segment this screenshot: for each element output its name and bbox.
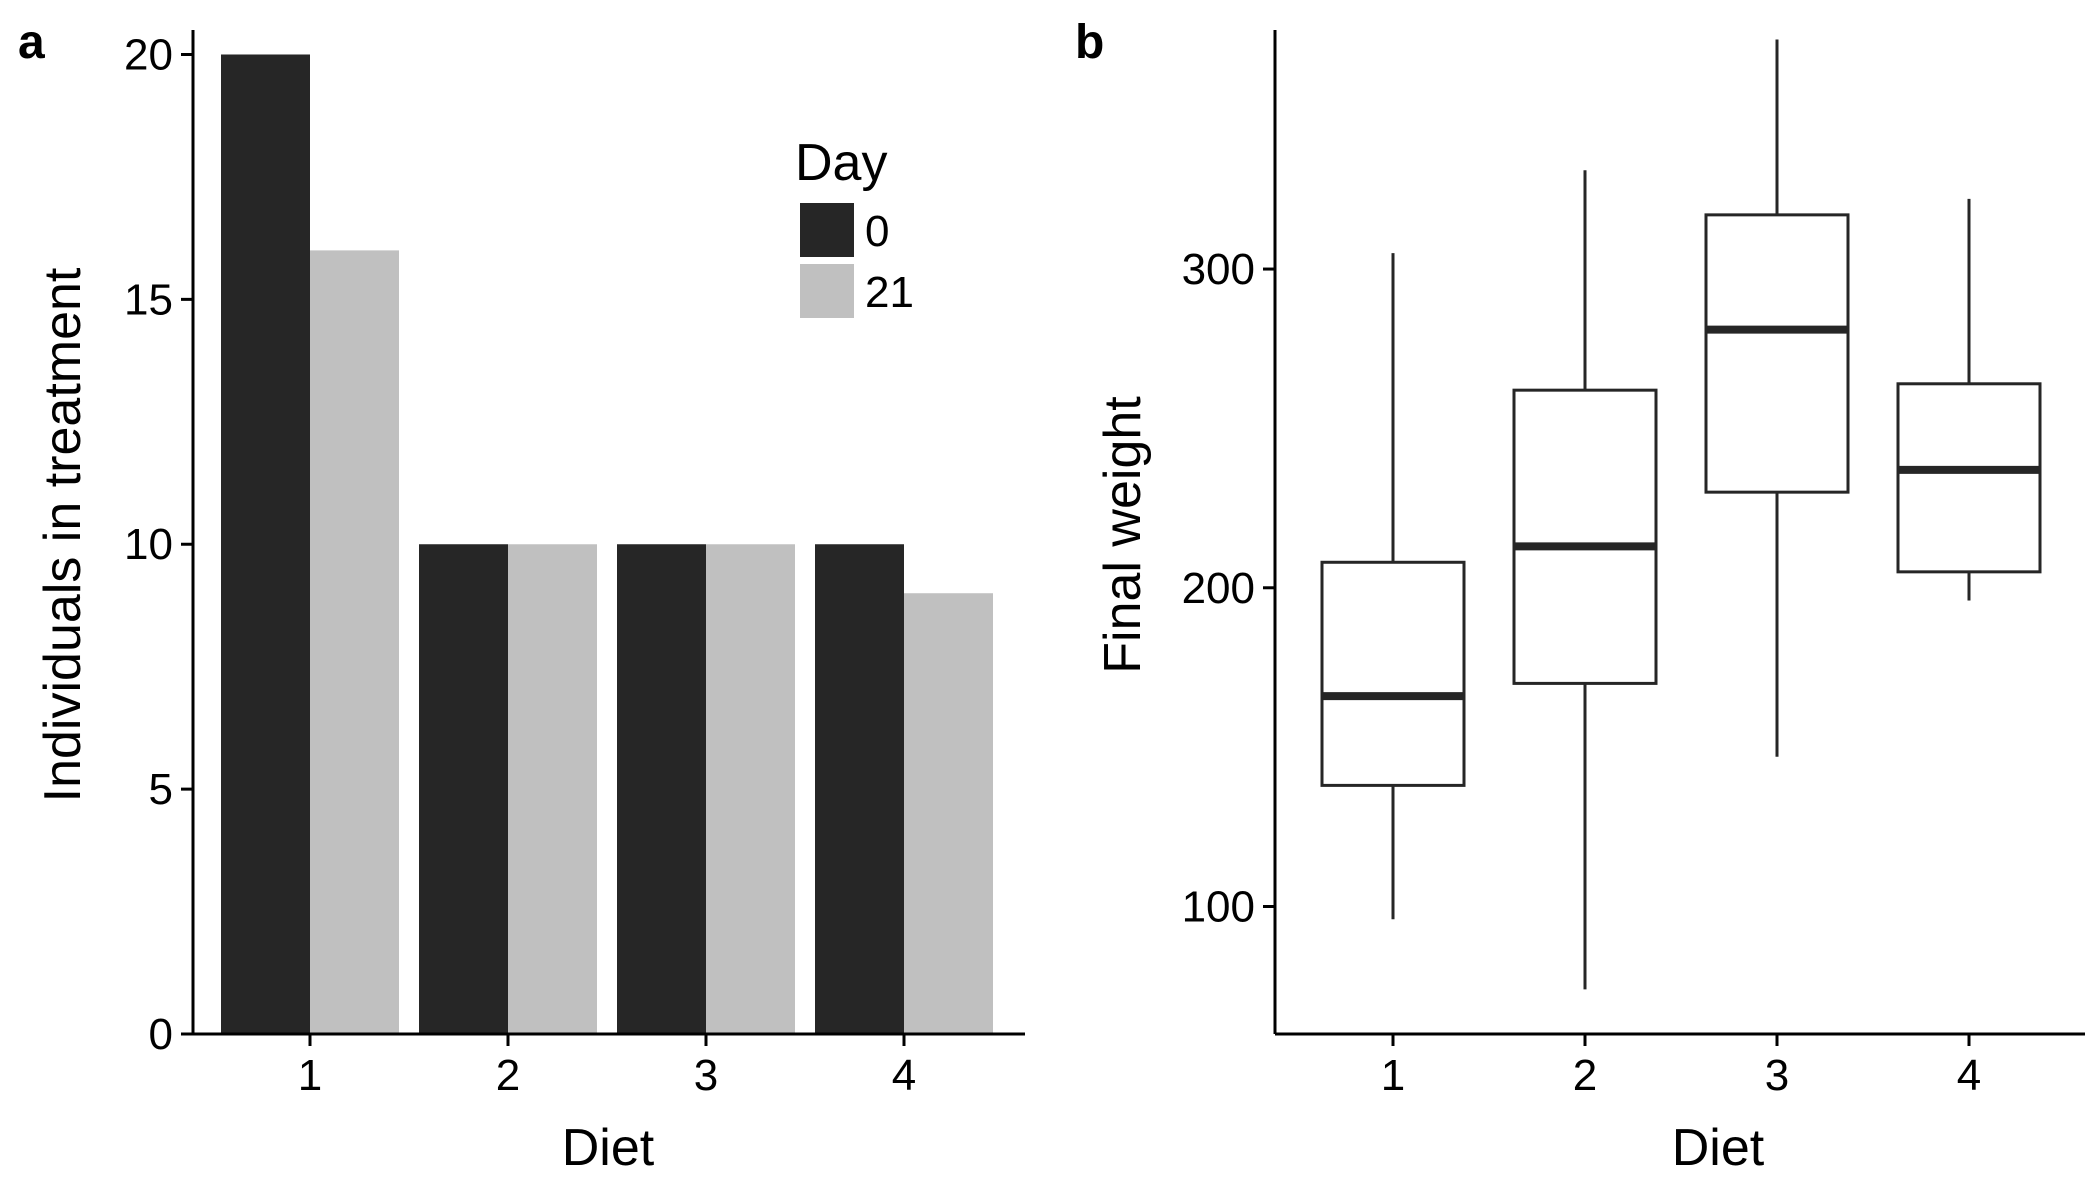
iqr-box-diet-4 <box>1896 382 2042 574</box>
panel-a-y-tick-label-5: 5 <box>149 765 173 814</box>
panel-b-y-axis-title: Final weight <box>1094 396 1152 674</box>
panel-b: b 1 2 3 4 100 200 300 Diet Final weight <box>1075 16 2085 1177</box>
panel-a-x-tick-label-4: 4 <box>892 1051 916 1100</box>
legend-swatch-day-0 <box>800 203 854 257</box>
panel-a-x-tick-label-2: 2 <box>496 1051 520 1100</box>
panel-a-y-tick-label-0: 0 <box>149 1010 173 1059</box>
bar-diet-1-day-0 <box>221 54 310 1035</box>
panel-b-y-tick-label-100: 100 <box>1182 883 1255 932</box>
legend-title: Day <box>795 134 887 192</box>
panel-b-y-tick-label-200: 200 <box>1182 564 1255 613</box>
panel-a-bars <box>221 54 993 1035</box>
box-diet-4 <box>1896 198 2042 601</box>
bar-diet-2-day-0 <box>419 544 508 1034</box>
legend-label-day-0: 0 <box>865 207 889 256</box>
bar-diet-2-day-21 <box>508 544 597 1034</box>
panel-a-label: a <box>18 16 45 69</box>
legend-swatch-day-21 <box>800 264 854 318</box>
panel-b-x-tick-label-3: 3 <box>1765 1051 1789 1100</box>
panel-a-axes: 1 2 3 4 0 5 10 15 20 <box>124 30 1025 1100</box>
panel-b-axes: 1 2 3 4 100 200 300 <box>1182 30 2085 1100</box>
bar-diet-4-day-21 <box>904 593 993 1034</box>
panel-b-x-tick-label-2: 2 <box>1573 1051 1597 1100</box>
legend-label-day-21: 21 <box>865 268 914 317</box>
panel-b-label: b <box>1075 16 1104 69</box>
bar-diet-3-day-21 <box>706 544 795 1034</box>
box-diet-2 <box>1512 170 1658 990</box>
box-diet-1 <box>1320 253 1466 920</box>
box-diet-3 <box>1704 39 1850 757</box>
bar-diet-1-day-21 <box>310 250 399 1034</box>
panel-a-y-axis-title: Individuals in treatment <box>34 267 92 802</box>
panel-a-y-tick-label-10: 10 <box>124 520 173 569</box>
iqr-box-diet-1 <box>1320 560 1466 787</box>
panel-b-x-axis-title: Diet <box>1672 1119 1765 1177</box>
panel-a-x-tick-label-1: 1 <box>298 1051 322 1100</box>
panel-a-legend: Day 0 21 <box>795 134 914 318</box>
panel-b-boxes <box>1320 39 2042 990</box>
iqr-box-diet-3 <box>1704 213 1850 494</box>
bar-diet-3-day-0 <box>617 544 706 1034</box>
panel-a: a 1 2 3 4 0 5 10 15 20 Diet Individuals in treat… <box>18 16 1025 1177</box>
panel-b-y-tick-label-300: 300 <box>1182 245 1255 294</box>
panel-b-x-tick-label-4: 4 <box>1957 1051 1981 1100</box>
panel-a-x-tick-label-3: 3 <box>694 1051 718 1100</box>
panel-a-y-tick-label-15: 15 <box>124 275 173 324</box>
panel-b-x-tick-label-1: 1 <box>1381 1051 1405 1100</box>
iqr-box-diet-2 <box>1512 388 1658 685</box>
panel-a-x-axis-title: Diet <box>562 1119 655 1177</box>
panel-a-y-tick-label-20: 20 <box>124 30 173 79</box>
bar-diet-4-day-0 <box>815 544 904 1034</box>
